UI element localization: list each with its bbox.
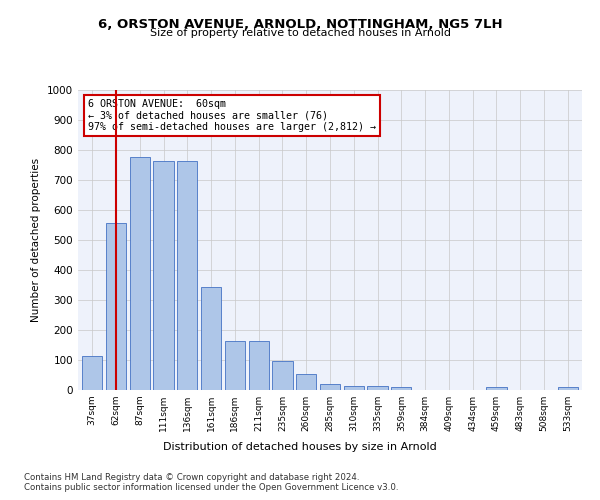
Bar [557, 387, 578, 390]
Text: Distribution of detached houses by size in Arnold: Distribution of detached houses by size … [163, 442, 437, 452]
Bar [177, 162, 197, 390]
Text: 6, ORSTON AVENUE, ARNOLD, NOTTINGHAM, NG5 7LH: 6, ORSTON AVENUE, ARNOLD, NOTTINGHAM, NG… [98, 18, 502, 30]
Bar [201, 287, 221, 390]
Text: 6 ORSTON AVENUE:  60sqm
← 3% of detached houses are smaller (76)
97% of semi-det: 6 ORSTON AVENUE: 60sqm ← 3% of detached … [88, 99, 376, 132]
Bar [344, 386, 364, 390]
Bar [130, 156, 150, 390]
Text: Contains HM Land Registry data © Crown copyright and database right 2024.: Contains HM Land Registry data © Crown c… [24, 472, 359, 482]
Bar [82, 356, 103, 390]
Bar [391, 387, 412, 390]
Bar [320, 384, 340, 390]
Bar [154, 162, 173, 390]
Bar [487, 387, 506, 390]
Bar [272, 361, 293, 390]
Text: Size of property relative to detached houses in Arnold: Size of property relative to detached ho… [149, 28, 451, 38]
Bar [225, 341, 245, 390]
Bar [296, 374, 316, 390]
Y-axis label: Number of detached properties: Number of detached properties [31, 158, 41, 322]
Text: Contains public sector information licensed under the Open Government Licence v3: Contains public sector information licen… [24, 484, 398, 492]
Bar [248, 341, 269, 390]
Bar [367, 386, 388, 390]
Bar [106, 223, 126, 390]
